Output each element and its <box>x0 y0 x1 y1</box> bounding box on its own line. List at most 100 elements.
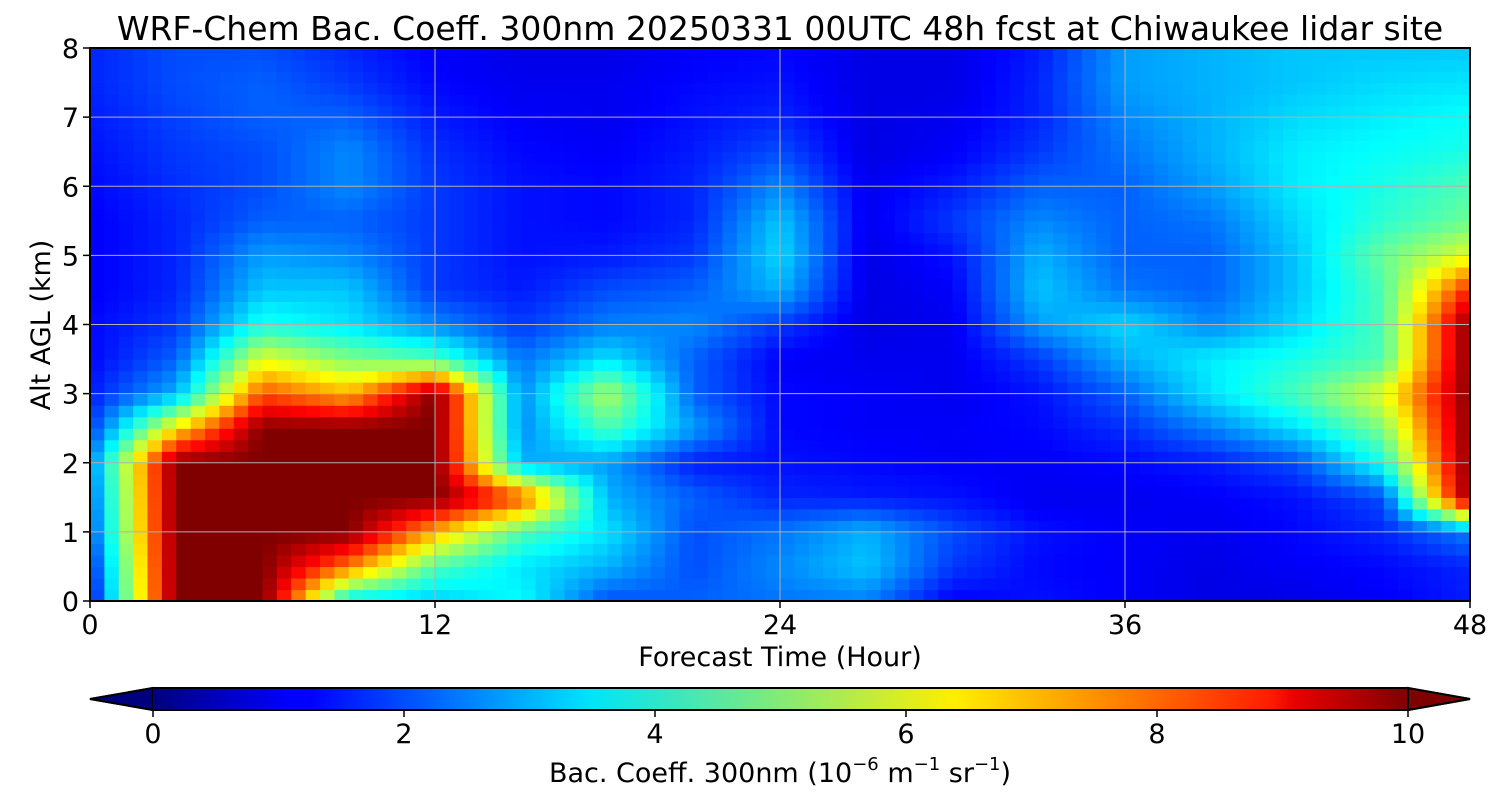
heatmap-cell <box>578 117 594 130</box>
heatmap-cell <box>248 439 264 452</box>
heatmap-cell <box>550 439 565 452</box>
heatmap-cell <box>909 416 925 429</box>
heatmap-cell <box>550 382 565 395</box>
heatmap-cell <box>722 128 738 141</box>
heatmap-cell <box>1153 508 1169 521</box>
heatmap-cell <box>794 128 810 141</box>
heatmap-cell <box>90 554 105 568</box>
heatmap-cell <box>780 174 795 187</box>
heatmap-cell <box>1340 451 1356 464</box>
heatmap-cell <box>550 59 565 72</box>
heatmap-cell <box>895 312 910 326</box>
heatmap-cell <box>923 312 939 326</box>
heatmap-cell <box>449 220 465 233</box>
heatmap-cell <box>435 416 450 429</box>
heatmap-cell <box>1182 566 1198 579</box>
heatmap-cell <box>535 520 551 533</box>
heatmap-cell <box>808 416 824 429</box>
heatmap-cell <box>1326 289 1342 303</box>
heatmap-cell <box>679 128 695 141</box>
heatmap-cell <box>966 48 982 61</box>
heatmap-cell <box>1398 71 1414 84</box>
heatmap-cell <box>550 255 565 268</box>
heatmap-cell <box>1311 94 1327 107</box>
heatmap-cell <box>535 117 551 130</box>
heatmap-cell <box>1096 428 1112 441</box>
heatmap-cell <box>133 520 149 533</box>
heatmap-cell <box>550 105 565 118</box>
heatmap-cell <box>1441 220 1457 233</box>
heatmap-cell <box>1340 278 1356 291</box>
heatmap-cell <box>1340 554 1356 568</box>
heatmap-cell <box>621 370 637 383</box>
heatmap-cell <box>1196 71 1212 84</box>
heatmap-cell <box>578 163 594 176</box>
heatmap-cell <box>133 359 149 372</box>
heatmap-cell <box>133 428 149 441</box>
heatmap-cell <box>1067 508 1083 521</box>
heatmap-cell <box>1283 336 1299 349</box>
heatmap-cell <box>665 428 680 441</box>
heatmap-cell <box>219 520 235 533</box>
heatmap-cell <box>133 140 149 153</box>
heatmap-cell <box>593 577 609 591</box>
heatmap-cell <box>1340 474 1356 487</box>
heatmap-cell <box>923 71 939 84</box>
heatmap-cell <box>1139 416 1155 429</box>
heatmap-cell <box>1398 105 1414 118</box>
heatmap-cell <box>1426 382 1442 395</box>
heatmap-cell <box>219 347 235 360</box>
heatmap-cell <box>1412 117 1428 130</box>
heatmap-cell <box>1211 416 1227 429</box>
heatmap-cell <box>1297 140 1313 153</box>
heatmap-cell <box>1196 174 1212 187</box>
heatmap-cell <box>966 520 982 533</box>
heatmap-cell <box>420 566 436 579</box>
heatmap-cell <box>995 163 1011 176</box>
heatmap-cell <box>1441 566 1457 579</box>
heatmap-cell <box>291 382 307 395</box>
heatmap-cell <box>1081 405 1097 418</box>
heatmap-cell <box>205 312 220 326</box>
heatmap-cell <box>1038 140 1054 153</box>
heatmap-cell <box>205 382 220 395</box>
heatmap-cell <box>736 543 752 556</box>
heatmap-cell <box>1240 370 1255 383</box>
heatmap-cell <box>650 197 666 210</box>
heatmap-cell <box>1038 554 1054 568</box>
heatmap-cell <box>851 324 867 337</box>
heatmap-cell <box>1426 474 1442 487</box>
heatmap-cell <box>593 451 609 464</box>
heatmap-cell <box>1139 243 1155 256</box>
heatmap-cell <box>305 209 321 222</box>
heatmap-cell <box>449 359 465 372</box>
heatmap-cell <box>1081 382 1097 395</box>
heatmap-cell <box>1369 474 1385 487</box>
heatmap-cell <box>607 255 623 268</box>
heatmap-cell <box>765 151 781 164</box>
heatmap-cell <box>1182 243 1198 256</box>
heatmap-cell <box>1168 48 1184 61</box>
heatmap-cell <box>837 128 853 141</box>
heatmap-cell <box>736 439 752 452</box>
heatmap-cell <box>736 405 752 418</box>
heatmap-cell <box>1355 324 1370 337</box>
heatmap-cell <box>636 59 652 72</box>
heatmap-cell <box>966 117 982 130</box>
heatmap-cell <box>1182 451 1198 464</box>
heatmap-cell <box>981 508 997 521</box>
heatmap-cell <box>334 370 350 383</box>
heatmap-cell <box>1153 531 1169 544</box>
heatmap-cell <box>1240 82 1255 95</box>
heatmap-cell <box>780 416 795 429</box>
heatmap-cell <box>506 554 522 568</box>
heatmap-cell <box>492 163 508 176</box>
heatmap-cell <box>550 71 565 84</box>
heatmap-cell <box>406 336 422 349</box>
heatmap-cell <box>550 289 565 303</box>
heatmap-cell <box>837 220 853 233</box>
heatmap-cell <box>780 301 795 314</box>
heatmap-cell <box>636 105 652 118</box>
heatmap-cell <box>952 382 968 395</box>
heatmap-cell <box>866 405 882 418</box>
